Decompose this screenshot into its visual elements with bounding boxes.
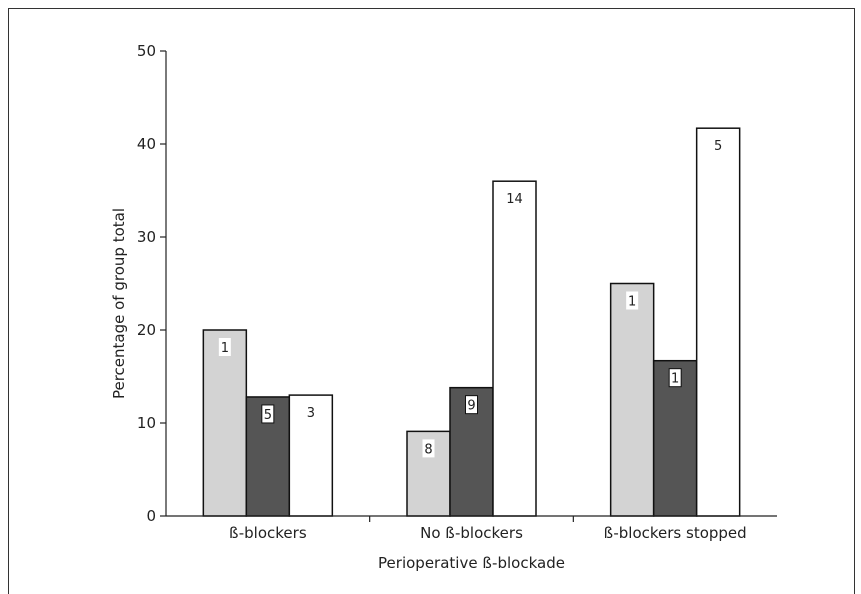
bar xyxy=(492,180,537,517)
bar xyxy=(202,329,248,517)
data-label: 5 xyxy=(264,408,272,423)
data-label: 1 xyxy=(671,372,679,387)
data-label: 5 xyxy=(714,139,722,154)
category-label: ß-blockers stopped xyxy=(604,524,747,542)
category-label: No ß-blockers xyxy=(420,524,523,542)
data-label: 9 xyxy=(467,399,475,414)
y-tick-label: 10 xyxy=(137,414,156,432)
y-tick-label: 50 xyxy=(137,42,156,60)
data-label-box xyxy=(626,291,639,310)
bars-group: 1 5 3 8 9 14 1 1 5 xyxy=(202,127,741,517)
bar xyxy=(695,127,741,517)
y-tick-label: 20 xyxy=(137,321,156,339)
bar xyxy=(609,282,655,517)
data-label: 14 xyxy=(506,192,523,207)
data-label-box xyxy=(422,439,435,458)
data-label: 8 xyxy=(424,442,432,457)
y-tick-label: 0 xyxy=(146,507,156,525)
y-tick-label: 40 xyxy=(137,135,156,153)
data-label-box xyxy=(261,404,275,424)
data-label: 1 xyxy=(628,295,636,310)
x-axis: ß-blockers No ß-blockers ß-blockers stoppe… xyxy=(166,515,777,542)
figure-frame xyxy=(8,8,855,594)
y-axis-title: Percentage of group total xyxy=(110,208,128,399)
y-axis: 0 10 20 30 40 50 xyxy=(137,42,167,525)
y-tick-label: 30 xyxy=(137,228,156,246)
data-label-box xyxy=(218,338,231,356)
category-label: ß-blockers xyxy=(229,524,307,542)
data-label: 1 xyxy=(221,341,229,356)
data-label-box xyxy=(668,368,682,388)
data-label-box xyxy=(465,395,478,415)
data-label: 3 xyxy=(307,406,315,421)
x-axis-title: Perioperative ß-blockade xyxy=(378,554,565,572)
bar xyxy=(288,394,334,517)
